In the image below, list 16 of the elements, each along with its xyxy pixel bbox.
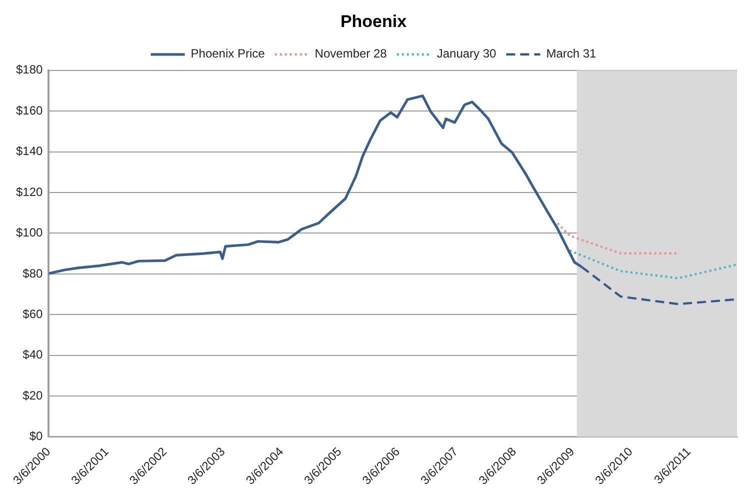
legend-label: November 28 [314,46,388,61]
y-tick-label: $60 [22,306,44,321]
legend-label: Phoenix Price [190,46,266,61]
legend-label: January 30 [436,46,497,61]
y-tick-label: $40 [22,348,44,362]
y-tick-label: $100 [16,226,44,240]
chart-title: Phoenix [340,12,408,31]
y-tick-label: $120 [16,184,44,199]
legend-label: March 31 [546,46,597,61]
y-tick-label: $20 [22,388,44,402]
y-tick-label: $0 [29,429,44,444]
y-tick-label: $140 [16,144,44,158]
y-tick-label: $160 [16,103,44,118]
y-tick-label: $80 [22,266,44,280]
y-tick-label: $180 [16,62,44,77]
line-series [568,249,737,280]
